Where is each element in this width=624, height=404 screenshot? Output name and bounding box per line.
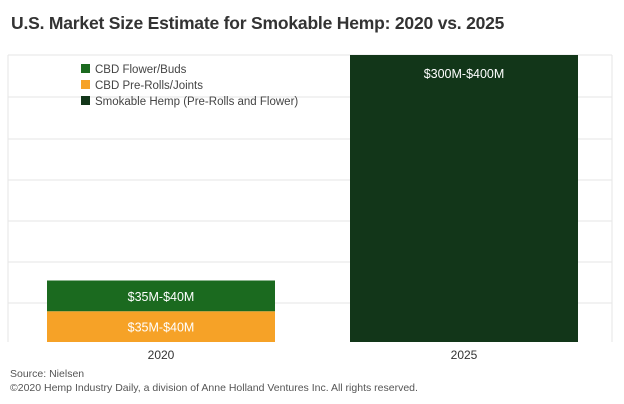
chart-title: U.S. Market Size Estimate for Smokable H… [11, 13, 505, 33]
legend-swatch-cbd-pre-rolls-joints [81, 80, 90, 89]
legend-label-smokable-hemp-pre-rolls-and-flower: Smokable Hemp (Pre-Rolls and Flower) [95, 96, 298, 108]
legend-swatch-cbd-flower-buds [81, 64, 90, 73]
x-tick-label-2025: 2025 [451, 348, 478, 362]
source-note: Source: Nielsen [10, 368, 85, 380]
legend-label-cbd-flower-buds: CBD Flower/Buds [95, 64, 187, 76]
data-label-cbd-pre-rolls-joints-2020: $35M-$40M [128, 321, 195, 335]
bar-cbd-pre-rolls-joints-2020 [47, 311, 275, 342]
bar-smokable-hemp-pre-rolls-and-flower-2025 [350, 55, 578, 342]
legend-swatch-smokable-hemp-pre-rolls-and-flower [81, 96, 90, 105]
data-label-cbd-flower-buds-2020: $35M-$40M [128, 290, 195, 304]
legend-label-cbd-pre-rolls-joints: CBD Pre-Rolls/Joints [95, 80, 203, 92]
data-label-smokable-hemp-pre-rolls-and-flower-2025: $300M-$400M [424, 67, 505, 81]
bar-cbd-flower-buds-2020 [47, 280, 275, 312]
copyright-note: ©2020 Hemp Industry Daily, a division of… [10, 382, 418, 394]
x-tick-label-2020: 2020 [148, 348, 175, 362]
